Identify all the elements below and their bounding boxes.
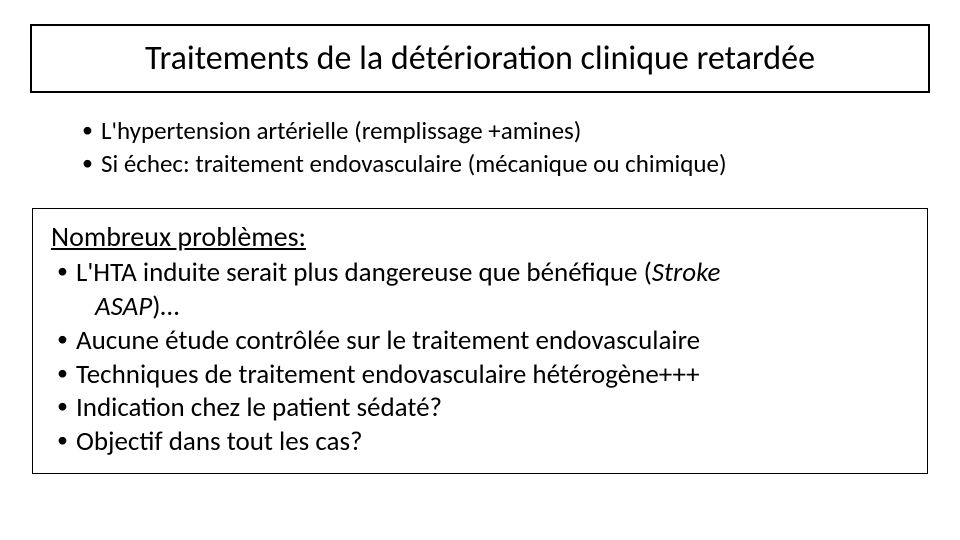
bullet-icon: •: [82, 148, 93, 178]
list-item: • Indication chez le patient sédaté?: [51, 391, 909, 425]
bullet-icon: •: [57, 358, 68, 388]
problems-box: Nombreux problèmes: • L'HTA induite sera…: [32, 208, 928, 474]
list-item: • Techniques de traitement endovasculair…: [51, 358, 909, 392]
italic-text: ASAP: [95, 290, 152, 323]
title-box: Traitements de la détérioration clinique…: [30, 24, 930, 93]
problems-heading: Nombreux problèmes:: [51, 219, 909, 254]
list-item-text: Indication chez le patient sédaté?: [76, 391, 909, 425]
list-item-text: L'HTA induite serait plus dangereuse que…: [76, 256, 909, 290]
list-item: • Objectif dans tout les cas?: [51, 425, 909, 459]
list-item-text: Si échec: traitement endovasculaire (méc…: [101, 148, 727, 181]
list-item: • L'hypertension artérielle (remplissage…: [82, 115, 930, 148]
list-item-text: Objectif dans tout les cas?: [76, 425, 909, 459]
text-fragment: L'HTA induite serait plus dangereuse que…: [76, 256, 652, 289]
top-bullet-list: • L'hypertension artérielle (remplissage…: [30, 115, 930, 180]
list-item: • L'HTA induite serait plus dangereuse q…: [51, 256, 909, 290]
italic-text: Stroke: [652, 256, 721, 289]
list-item: • Si échec: traitement endovasculaire (m…: [82, 148, 930, 181]
bullet-icon: •: [57, 324, 68, 354]
text-fragment: )…: [152, 290, 179, 323]
list-item: • Aucune étude contrôlée sur le traiteme…: [51, 324, 909, 358]
bullet-icon: •: [57, 425, 68, 455]
list-item-continuation: ASAP)…: [51, 290, 909, 324]
slide-container: Traitements de la détérioration clinique…: [0, 0, 960, 540]
list-item-text: Aucune étude contrôlée sur le traitement…: [76, 324, 909, 358]
bullet-icon: •: [57, 391, 68, 421]
bullet-icon: •: [82, 115, 93, 145]
list-item-text: Techniques de traitement endovasculaire …: [76, 358, 909, 392]
problems-list: • L'HTA induite serait plus dangereuse q…: [51, 256, 909, 459]
slide-title: Traitements de la détérioration clinique…: [52, 40, 908, 77]
list-item-text: L'hypertension artérielle (remplissage +…: [101, 115, 581, 148]
bullet-icon: •: [57, 256, 68, 286]
